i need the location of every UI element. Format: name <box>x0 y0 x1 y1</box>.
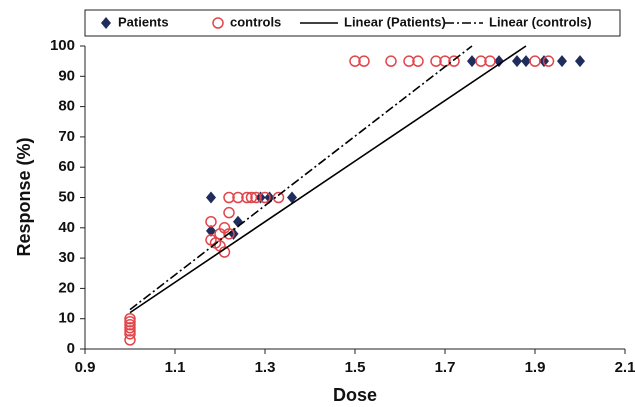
y-tick-label: 0 <box>67 340 75 357</box>
y-tick-label: 100 <box>50 37 75 54</box>
point <box>250 191 262 204</box>
y-tick-label: 10 <box>58 310 75 327</box>
point <box>358 55 370 67</box>
point <box>467 55 477 68</box>
x-tick-label: 0.9 <box>75 359 96 376</box>
point <box>385 55 397 67</box>
point <box>529 55 541 67</box>
point <box>245 191 258 204</box>
point <box>124 325 136 337</box>
point <box>241 191 253 204</box>
y-tick-label: 80 <box>58 98 75 115</box>
point <box>124 312 136 325</box>
y-tick-label: 60 <box>58 158 75 175</box>
point <box>124 334 136 346</box>
point <box>484 55 496 67</box>
trend-line <box>129 45 473 311</box>
point <box>124 328 136 340</box>
point <box>214 228 226 240</box>
point <box>272 191 285 204</box>
point <box>475 55 487 67</box>
point <box>223 206 235 219</box>
point <box>124 315 136 328</box>
x-tick-label: 1.5 <box>345 359 366 376</box>
y-tick-label: 30 <box>58 249 75 266</box>
point <box>232 191 244 204</box>
legend-box <box>84 9 621 37</box>
point <box>124 319 136 331</box>
point <box>205 215 217 228</box>
legend-marker <box>101 17 111 29</box>
point <box>448 55 460 67</box>
point <box>124 322 136 334</box>
point <box>557 55 567 68</box>
legend-label: Linear (controls) <box>489 14 592 29</box>
point <box>223 191 235 204</box>
legend-label: controls <box>230 14 281 29</box>
point <box>259 191 271 204</box>
x-tick-label: 1.1 <box>165 359 186 376</box>
x-tick-label: 1.3 <box>255 359 276 376</box>
legend-label: Linear (Patients) <box>344 14 446 29</box>
y-tick-label: 50 <box>58 188 75 205</box>
y-tick-label: 20 <box>58 279 75 296</box>
x-axis-title: Dose <box>333 385 377 405</box>
point <box>521 55 531 68</box>
y-axis-title: Response (%) <box>14 137 34 256</box>
point <box>223 228 235 240</box>
x-tick-label: 1.7 <box>435 359 456 376</box>
legend-marker <box>212 17 224 29</box>
point <box>206 224 216 237</box>
point <box>412 55 424 67</box>
legend-label: Patients <box>118 14 169 29</box>
point <box>542 55 555 67</box>
point <box>206 191 216 204</box>
point <box>575 55 585 68</box>
trend-line <box>129 45 527 314</box>
x-tick-label: 2.1 <box>615 359 635 376</box>
y-tick-label: 40 <box>58 219 75 236</box>
point <box>494 55 504 68</box>
point <box>349 55 361 67</box>
point <box>512 55 522 68</box>
x-tick-label: 1.9 <box>525 359 546 376</box>
y-tick-label: 70 <box>58 128 75 145</box>
point <box>403 55 415 67</box>
point <box>430 55 442 67</box>
point <box>287 191 297 204</box>
y-tick-label: 90 <box>58 67 75 84</box>
